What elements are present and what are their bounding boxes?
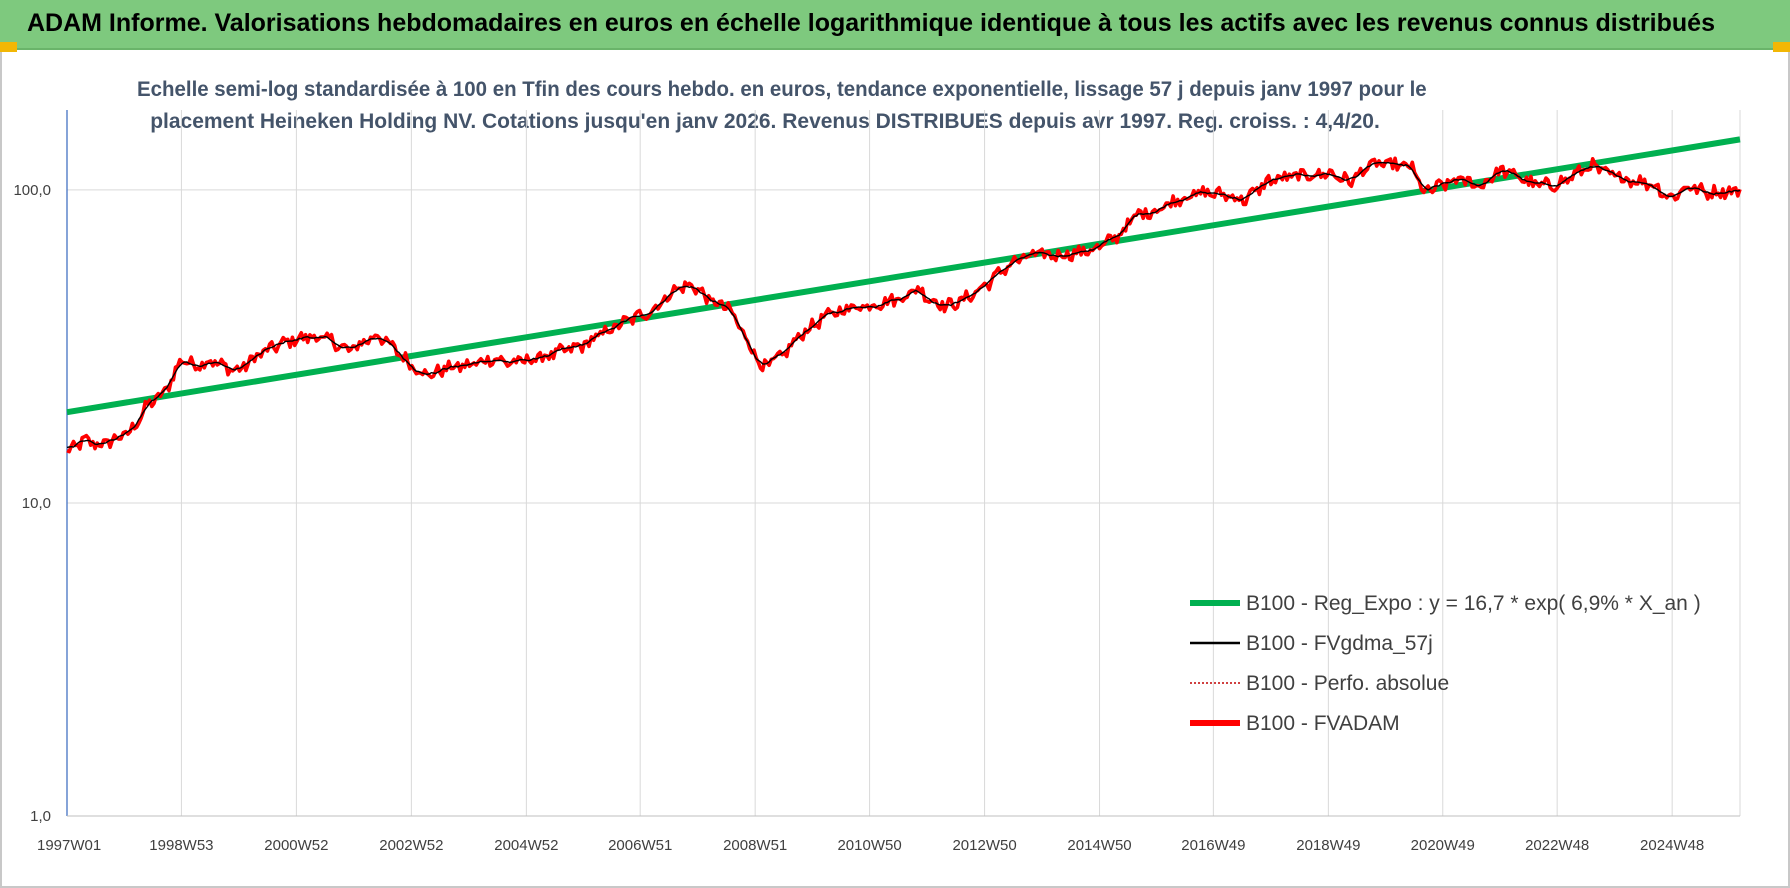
series-line-reg-expo: [66, 136, 1741, 416]
x-tick-label: 2010W50: [837, 837, 901, 854]
x-tick-label: 2006W51: [608, 837, 672, 854]
y-tick-label: 100,0: [13, 182, 51, 199]
header-bar: ADAM Informe. Valorisations hebdomadaire…: [0, 0, 1790, 50]
x-tick-label: 2024W48: [1640, 837, 1704, 854]
x-tick-label: 2004W52: [494, 837, 558, 854]
x-tick-label: 1998W53: [149, 837, 213, 854]
chart-title-line-2: placement Heineken Holding NV. Cotations…: [150, 110, 1380, 133]
legend-label: B100 - Perfo. absolue: [1246, 672, 1449, 695]
series-line-fvgdma: [66, 161, 1741, 449]
x-tick-label: 2020W49: [1411, 837, 1475, 854]
grid-lines: [67, 110, 1741, 817]
series-layer: [66, 136, 1742, 454]
series-line-fvadam: [66, 156, 1742, 454]
legend: B100 - Reg_Expo : y = 16,7 * exp( 6,9% *…: [1190, 592, 1701, 735]
x-tick-label: 2014W50: [1067, 837, 1131, 854]
y-tick-label: 1,0: [30, 808, 51, 825]
x-tick-label: 2000W52: [264, 837, 328, 854]
x-tick-label: 1997W01: [37, 837, 101, 854]
legend-label: B100 - FVADAM: [1246, 712, 1400, 735]
x-tick-label: 2018W49: [1296, 837, 1360, 854]
x-tick-label: 2016W49: [1181, 837, 1245, 854]
axes: [66, 110, 1740, 817]
chart-title: Echelle semi-log standardisée à 100 en T…: [120, 74, 1427, 138]
x-tick-label: 2002W52: [379, 837, 443, 854]
corner-mark-left: [0, 42, 17, 52]
corner-mark-right: [1773, 42, 1790, 52]
legend-label: B100 - Reg_Expo : y = 16,7 * exp( 6,9% *…: [1246, 592, 1701, 615]
y-tick-label: 10,0: [22, 495, 51, 512]
chart-title-line-1: Echelle semi-log standardisée à 100 en T…: [137, 78, 1427, 101]
page-title: ADAM Informe. Valorisations hebdomadaire…: [27, 9, 1715, 37]
x-tick-label: 2022W48: [1525, 837, 1589, 854]
tick-labels: 1,0 10,0 100,0 1997W01 1998W53 2000W52 2002W52…: [13, 182, 1704, 854]
x-tick-label: 2012W50: [952, 837, 1016, 854]
chart-frame: [0, 52, 1790, 888]
x-tick-label: 2008W51: [723, 837, 787, 854]
legend-label: B100 - FVgdma_57j: [1246, 632, 1433, 655]
